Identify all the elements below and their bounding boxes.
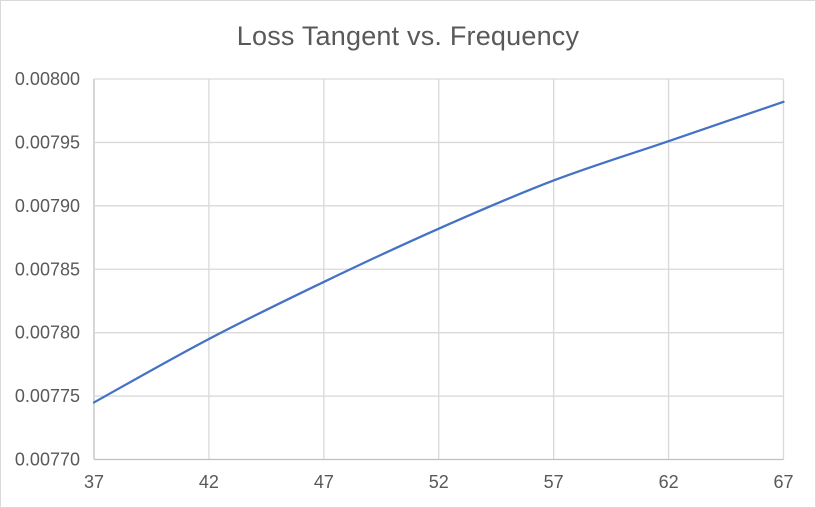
series-line — [92, 100, 785, 404]
y-tick-label: 0.00780 — [15, 323, 80, 343]
x-tick-label: 62 — [659, 472, 679, 492]
x-tick-label: 42 — [199, 472, 219, 492]
y-tick-label: 0.00790 — [15, 196, 80, 216]
x-tick-label: 57 — [544, 472, 564, 492]
x-tick-label: 47 — [314, 472, 334, 492]
y-tick-label: 0.00770 — [15, 450, 80, 470]
chart-title: Loss Tangent vs. Frequency — [236, 21, 580, 51]
y-tick-label: 0.00795 — [15, 132, 80, 152]
x-tick-label: 67 — [773, 472, 793, 492]
y-tick-label: 0.00800 — [15, 69, 80, 89]
x-tick-label: 37 — [84, 472, 104, 492]
y-tick-label: 0.00785 — [15, 259, 80, 279]
x-tick-label: 52 — [429, 472, 449, 492]
y-tick-label: 0.00775 — [15, 386, 80, 406]
